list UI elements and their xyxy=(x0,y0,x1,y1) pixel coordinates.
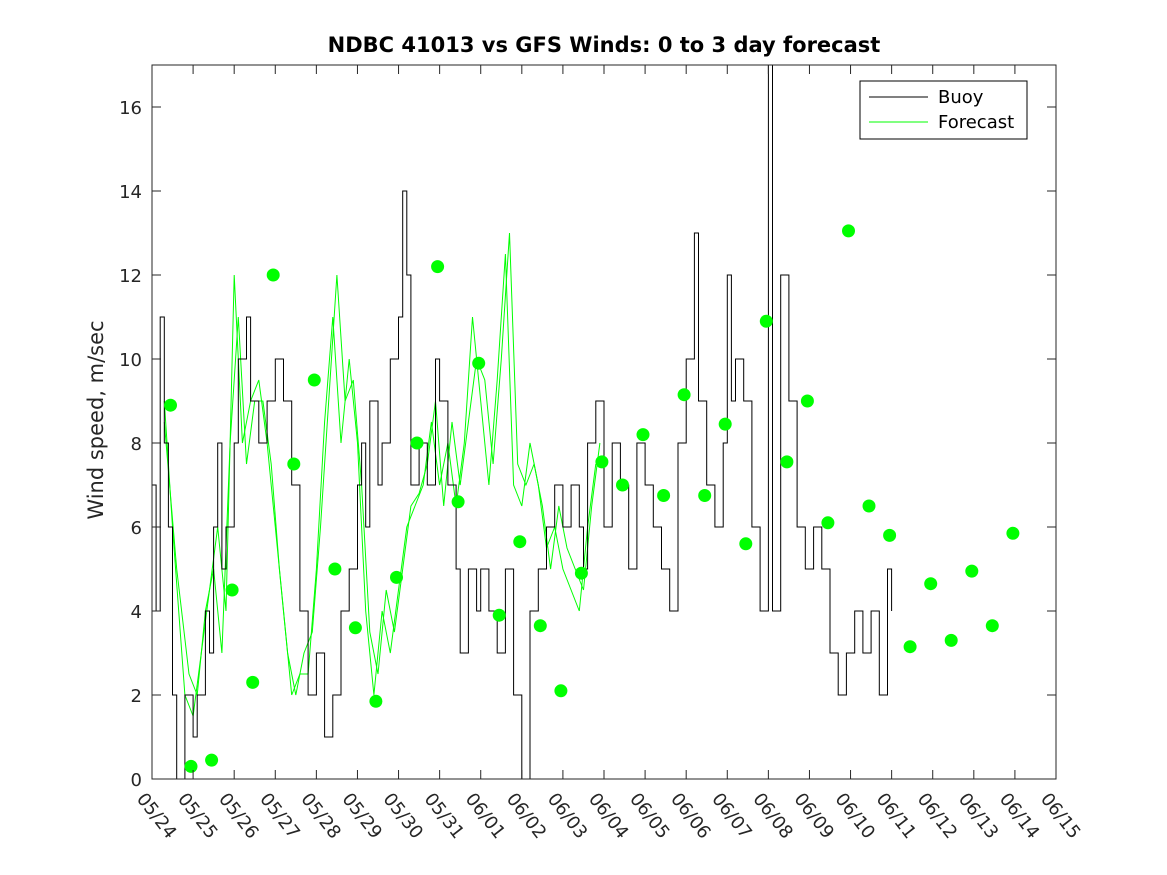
y-axis-label: Wind speed, m/sec xyxy=(84,320,108,519)
forecast-marker-30 xyxy=(780,455,794,469)
forecast-marker-16 xyxy=(492,608,506,622)
forecast-marker-3 xyxy=(225,583,239,597)
y-tick-label-2: 2 xyxy=(131,686,142,707)
forecast-marker-12 xyxy=(410,436,424,450)
forecast-marker-14 xyxy=(451,495,465,509)
forecast-marker-33 xyxy=(842,224,855,238)
forecast-marker-18 xyxy=(533,619,547,633)
legend: Buoy Forecast xyxy=(859,80,1028,140)
y-tick-label-6: 6 xyxy=(131,518,142,539)
forecast-marker-23 xyxy=(636,428,650,442)
y-tick-label-12: 12 xyxy=(119,266,142,287)
forecast-marker-21 xyxy=(595,455,609,469)
forecast-marker-31 xyxy=(800,394,814,408)
y-tick-label-4: 4 xyxy=(131,602,142,623)
y-tick-label-16: 16 xyxy=(119,98,142,119)
y-tick-label-0: 0 xyxy=(131,770,142,791)
y-tick-label-8: 8 xyxy=(131,434,142,455)
forecast-marker-32 xyxy=(821,516,835,530)
forecast-marker-28 xyxy=(739,537,753,551)
forecast-marker-20 xyxy=(574,566,588,580)
legend-buoy-label: Buoy xyxy=(938,87,984,108)
forecast-marker-1 xyxy=(184,759,198,773)
forecast-marker-5 xyxy=(266,268,280,282)
forecast-marker-15 xyxy=(472,356,486,370)
forecast-marker-17 xyxy=(513,535,527,549)
forecast-marker-0 xyxy=(164,398,177,412)
forecast-line-0 xyxy=(163,253,597,717)
plot-area: 024681012141605/2405/2505/2605/2705/2805… xyxy=(119,64,1085,843)
y-tick-label-10: 10 xyxy=(119,350,142,371)
legend-forecast-label: Forecast xyxy=(938,112,1014,133)
forecast-marker-7 xyxy=(307,373,321,387)
forecast-marker-13 xyxy=(431,260,445,274)
forecast-marker-38 xyxy=(944,633,958,647)
forecast-marker-27 xyxy=(718,417,732,431)
forecast-marker-9 xyxy=(348,621,362,635)
forecast-marker-35 xyxy=(883,528,897,542)
forecast-marker-6 xyxy=(287,457,301,471)
legend-box xyxy=(859,80,1028,140)
forecast-marker-40 xyxy=(985,619,999,633)
buoy-line xyxy=(152,64,893,780)
forecast-marker-41 xyxy=(1006,526,1020,540)
chart-title: NDBC 41013 vs GFS Winds: 0 to 3 day fore… xyxy=(328,33,881,57)
forecast-marker-11 xyxy=(390,570,403,584)
forecast-marker-39 xyxy=(965,564,979,578)
forecast-marker-4 xyxy=(246,675,260,689)
forecast-marker-2 xyxy=(205,753,219,767)
forecast-marker-10 xyxy=(369,694,383,708)
forecast-marker-24 xyxy=(657,489,671,502)
forecast-marker-34 xyxy=(862,499,876,513)
forecast-marker-22 xyxy=(616,478,629,492)
forecast-marker-8 xyxy=(328,562,342,576)
forecast-marker-37 xyxy=(924,577,938,591)
forecast-marker-25 xyxy=(677,388,691,402)
forecast-line-1 xyxy=(163,232,601,696)
forecast-marker-26 xyxy=(698,489,712,502)
forecast-marker-36 xyxy=(903,640,917,654)
forecast-marker-19 xyxy=(554,684,568,698)
forecast-marker-29 xyxy=(759,314,773,328)
y-tick-label-14: 14 xyxy=(119,182,142,203)
